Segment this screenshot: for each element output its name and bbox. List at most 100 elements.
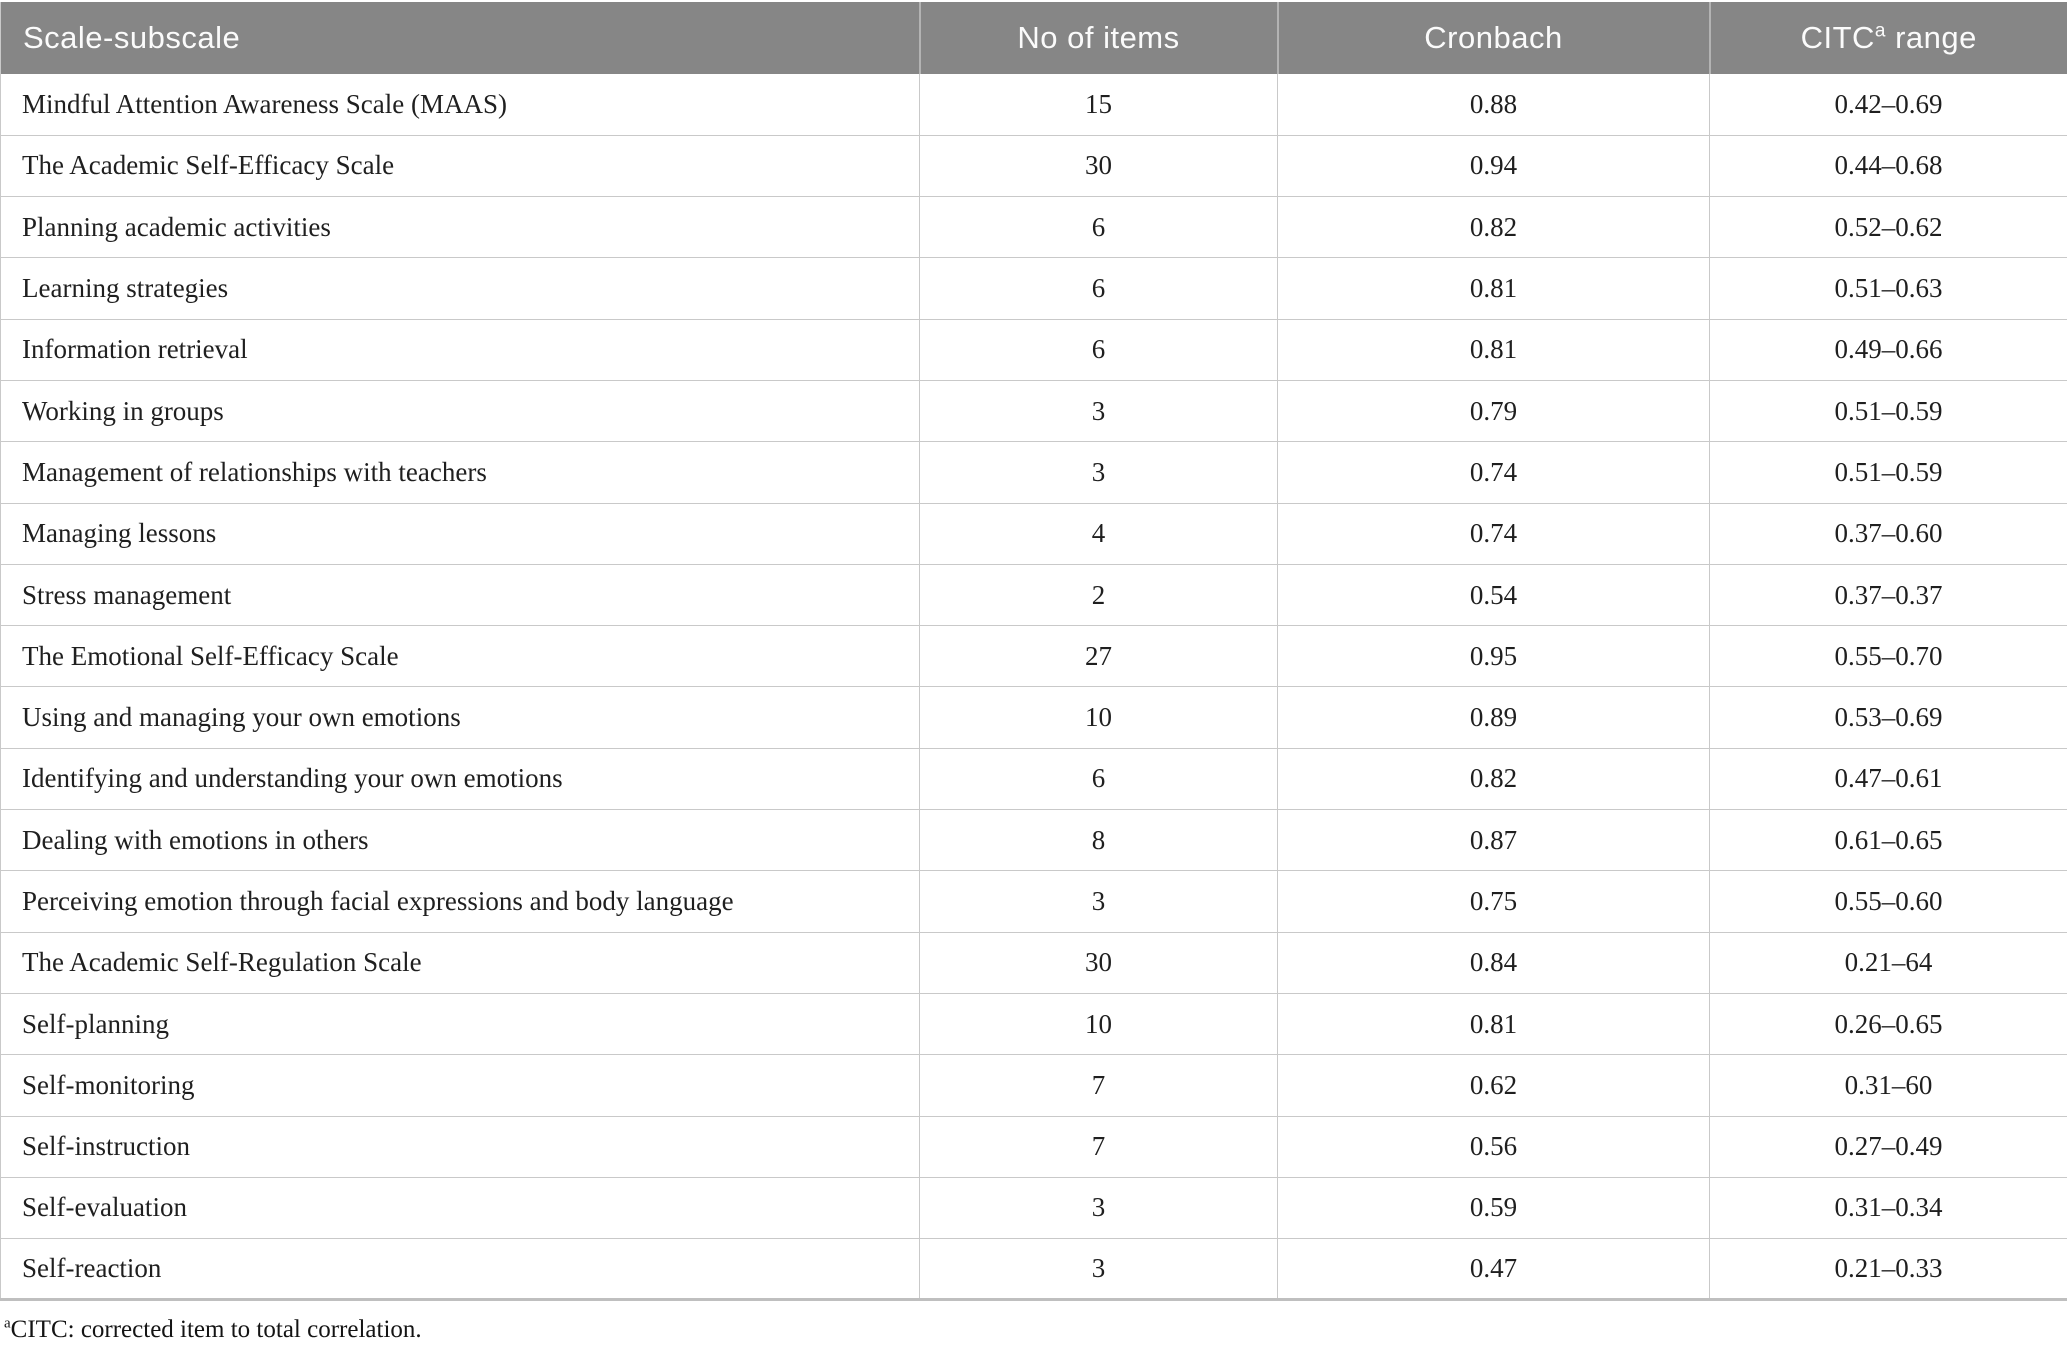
table-body: Mindful Attention Awareness Scale (MAAS)… (0, 74, 2067, 1300)
reliability-table: Scale-subscale No of items Cronbach CITC… (0, 2, 2067, 1302)
no-of-items-cell: 7 (919, 1054, 1278, 1117)
table-row: Self-instruction 7 0.56 0.27–0.49 (0, 1116, 2067, 1178)
no-of-items-cell: 8 (919, 809, 1278, 872)
column-header-no-of-items: No of items (918, 2, 1278, 74)
citc-range-cell: 0.53–0.69 (1709, 686, 2067, 749)
column-header-text: range (1886, 20, 1977, 55)
citc-range-cell: 0.21–0.33 (1709, 1238, 2067, 1300)
citc-range-cell: 0.47–0.61 (1709, 748, 2067, 811)
no-of-items-cell: 7 (919, 1116, 1278, 1178)
citc-range-cell: 0.27–0.49 (1709, 1116, 2067, 1178)
cronbach-cell: 0.81 (1277, 319, 1710, 381)
no-of-items-cell: 30 (919, 932, 1278, 994)
scale-subscale-cell: Mindful Attention Awareness Scale (MAAS) (0, 74, 920, 136)
table-row: Using and managing your own emotions 10 … (0, 686, 2067, 749)
no-of-items-cell: 6 (919, 196, 1278, 259)
cronbach-cell: 0.81 (1277, 257, 1710, 320)
table-row: Managing lessons 4 0.74 0.37–0.60 (0, 503, 2067, 565)
cronbach-cell: 0.56 (1277, 1116, 1710, 1178)
scale-subscale-cell: Self-reaction (0, 1238, 920, 1300)
table-row: Self-planning 10 0.81 0.26–0.65 (0, 993, 2067, 1056)
reliability-table-container: Scale-subscale No of items Cronbach CITC… (0, 2, 2067, 1302)
citc-range-cell: 0.44–0.68 (1709, 135, 2067, 198)
cronbach-cell: 0.84 (1277, 932, 1710, 994)
table-footnote: aCITC: corrected item to total correlati… (4, 1316, 2067, 1344)
table-row: Management of relationships with teacher… (0, 441, 2067, 504)
scale-subscale-cell: The Academic Self-Regulation Scale (0, 932, 920, 994)
scale-subscale-cell: Learning strategies (0, 257, 920, 320)
table-row: The Academic Self-Efficacy Scale 30 0.94… (0, 135, 2067, 198)
no-of-items-cell: 2 (919, 564, 1278, 627)
no-of-items-cell: 27 (919, 625, 1278, 688)
table-row: Identifying and understanding your own e… (0, 748, 2067, 811)
cronbach-cell: 0.62 (1277, 1054, 1710, 1117)
citc-range-cell: 0.61–0.65 (1709, 809, 2067, 872)
table-row: Information retrieval 6 0.81 0.49–0.66 (0, 319, 2067, 381)
table-row: Stress management 2 0.54 0.37–0.37 (0, 564, 2067, 627)
no-of-items-cell: 6 (919, 319, 1278, 381)
column-header-superscript: a (1874, 20, 1886, 42)
citc-range-cell: 0.51–0.59 (1709, 441, 2067, 504)
scale-subscale-cell: Self-monitoring (0, 1054, 920, 1117)
table-row: The Emotional Self-Efficacy Scale 27 0.9… (0, 625, 2067, 688)
scale-subscale-cell: The Emotional Self-Efficacy Scale (0, 625, 920, 688)
table-row: The Academic Self-Regulation Scale 30 0.… (0, 932, 2067, 994)
citc-range-cell: 0.37–0.60 (1709, 503, 2067, 565)
table-row: Self-evaluation 3 0.59 0.31–0.34 (0, 1177, 2067, 1240)
scale-subscale-cell: Self-evaluation (0, 1177, 920, 1240)
no-of-items-cell: 6 (919, 257, 1278, 320)
table-row: Working in groups 3 0.79 0.51–0.59 (0, 380, 2067, 443)
cronbach-cell: 0.54 (1277, 564, 1710, 627)
citc-range-cell: 0.51–0.63 (1709, 257, 2067, 320)
no-of-items-cell: 10 (919, 993, 1278, 1056)
table-row: Dealing with emotions in others 8 0.87 0… (0, 809, 2067, 872)
cronbach-cell: 0.89 (1277, 686, 1710, 749)
scale-subscale-cell: Working in groups (0, 380, 920, 443)
cronbach-cell: 0.79 (1277, 380, 1710, 443)
citc-range-cell: 0.21–64 (1709, 932, 2067, 994)
no-of-items-cell: 3 (919, 1177, 1278, 1240)
table-row: Planning academic activities 6 0.82 0.52… (0, 196, 2067, 259)
scale-subscale-cell: The Academic Self-Efficacy Scale (0, 135, 920, 198)
citc-range-cell: 0.55–0.70 (1709, 625, 2067, 688)
table-row: Self-monitoring 7 0.62 0.31–60 (0, 1054, 2067, 1117)
footnote-text: CITC: corrected item to total correlatio… (10, 1316, 422, 1344)
cronbach-cell: 0.74 (1277, 503, 1710, 565)
citc-range-cell: 0.31–0.34 (1709, 1177, 2067, 1240)
scale-subscale-cell: Planning academic activities (0, 196, 920, 259)
no-of-items-cell: 6 (919, 748, 1278, 811)
citc-range-cell: 0.52–0.62 (1709, 196, 2067, 259)
scale-subscale-cell: Information retrieval (0, 319, 920, 381)
cronbach-cell: 0.82 (1277, 748, 1710, 811)
cronbach-cell: 0.47 (1277, 1238, 1710, 1300)
citc-range-cell: 0.49–0.66 (1709, 319, 2067, 381)
column-header-text: Scale-subscale (23, 20, 241, 55)
cronbach-cell: 0.95 (1277, 625, 1710, 688)
citc-range-cell: 0.37–0.37 (1709, 564, 2067, 627)
scale-subscale-cell: Managing lessons (0, 503, 920, 565)
no-of-items-cell: 30 (919, 135, 1278, 198)
table-row: Self-reaction 3 0.47 0.21–0.33 (0, 1238, 2067, 1300)
cronbach-cell: 0.82 (1277, 196, 1710, 259)
no-of-items-cell: 3 (919, 1238, 1278, 1300)
citc-range-cell: 0.26–0.65 (1709, 993, 2067, 1056)
table-row: Learning strategies 6 0.81 0.51–0.63 (0, 257, 2067, 320)
cronbach-cell: 0.94 (1277, 135, 1710, 198)
column-header-citc-range: CITCa range (1708, 2, 2067, 74)
no-of-items-cell: 3 (919, 870, 1278, 933)
citc-range-cell: 0.42–0.69 (1709, 74, 2067, 136)
scale-subscale-cell: Self-planning (0, 993, 920, 1056)
cronbach-cell: 0.87 (1277, 809, 1710, 872)
cronbach-cell: 0.59 (1277, 1177, 1710, 1240)
cronbach-cell: 0.81 (1277, 993, 1710, 1056)
cronbach-cell: 0.75 (1277, 870, 1710, 933)
cronbach-cell: 0.74 (1277, 441, 1710, 504)
scale-subscale-cell: Using and managing your own emotions (0, 686, 920, 749)
column-header-text: No of items (1017, 20, 1180, 55)
column-header-text: CITC (1800, 20, 1875, 55)
no-of-items-cell: 4 (919, 503, 1278, 565)
no-of-items-cell: 3 (919, 380, 1278, 443)
citc-range-cell: 0.51–0.59 (1709, 380, 2067, 443)
scale-subscale-cell: Identifying and understanding your own e… (0, 748, 920, 811)
no-of-items-cell: 10 (919, 686, 1278, 749)
